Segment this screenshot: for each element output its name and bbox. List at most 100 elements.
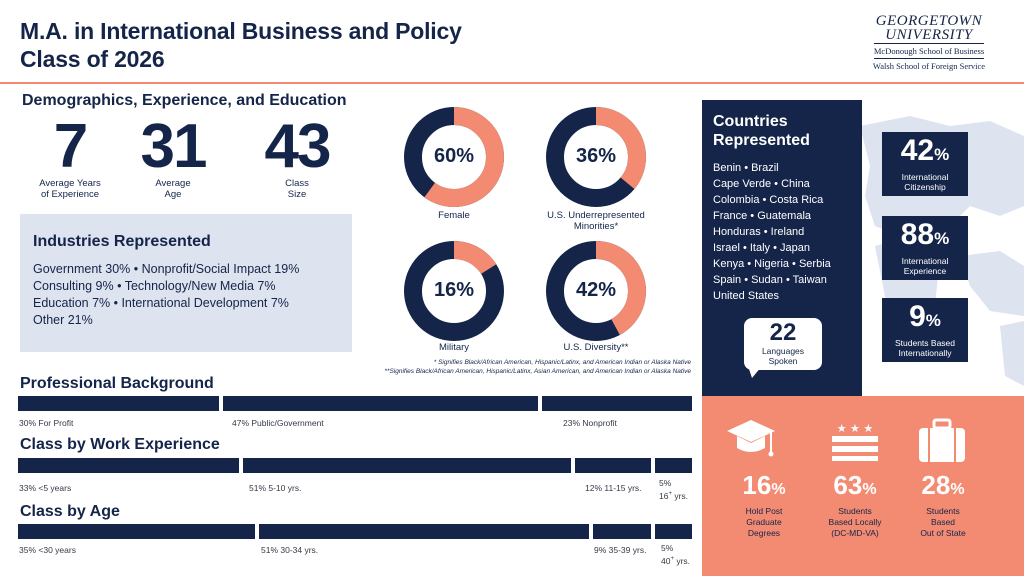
work-experience-title: Class by Work Experience <box>20 436 220 453</box>
page-title-line2: Class of 2026 <box>20 46 165 72</box>
international-citizenship-box: 42% International Citizenship <box>882 132 968 196</box>
coral-label-line: Students <box>838 506 872 516</box>
stat-percent-sign: % <box>925 311 941 330</box>
donut-label-line: U.S. Underrepresented <box>547 210 645 221</box>
stat-number: 28 <box>921 470 951 500</box>
stat-number: 9 <box>909 300 926 333</box>
label-line: 16+ yrs. <box>659 489 688 502</box>
stat-percent-sign: % <box>771 481 786 498</box>
bar-exp-5-10 <box>243 458 571 473</box>
stat-percent-sign: % <box>862 481 877 498</box>
graduation-cap-icon <box>727 420 775 457</box>
bar-exp-11-15 <box>575 458 651 473</box>
georgetown-logo: GEORGETOWN UNIVERSITY McDonough School o… <box>870 14 988 72</box>
coral-label-line: Based Locally <box>828 517 882 527</box>
stat-value: 9% <box>882 300 968 338</box>
stat-label-line: International <box>901 256 949 266</box>
label-exp-11-15: 12% 11-15 yrs. <box>585 483 642 493</box>
label-sup: + <box>670 556 674 562</box>
bar-exp-16-plus <box>655 458 692 473</box>
post-graduate-label: Hold Post Graduate Degrees <box>719 506 809 539</box>
based-locally-label: Students Based Locally (DC-MD-VA) <box>810 506 900 539</box>
diversity-label: U.S. Diversity** <box>563 342 629 353</box>
stat-label-line: of Experience <box>40 189 100 200</box>
donut-segment <box>546 241 646 341</box>
label-nonprofit: 23% Nonprofit <box>563 418 617 428</box>
logo-rule <box>874 58 984 59</box>
label-for-profit: 30% For Profit <box>19 418 74 428</box>
languages-label-line: Spoken <box>768 356 798 366</box>
underrepresented-percent: 36% <box>575 145 617 167</box>
footnote-1: * Signifies Black/African American, Hisp… <box>433 359 691 366</box>
industries-panel <box>20 214 352 352</box>
bar-for-profit <box>18 396 219 411</box>
donut-label-line: Minorities* <box>573 221 619 232</box>
underrepresented-donut-chart <box>546 107 646 207</box>
students-based-internationally-box: 9% Students Based Internationally <box>882 298 968 362</box>
stat-label-line: Students Based <box>894 338 955 348</box>
female-label: Female <box>438 210 470 221</box>
international-experience-box: 88% International Experience <box>882 216 968 280</box>
logo-line1: GEORGETOWN <box>875 13 983 29</box>
coral-label-line: Hold Post <box>745 506 783 516</box>
stat-value: 88% <box>882 218 968 256</box>
label-exp-5-10: 51% 5-10 yrs. <box>249 483 302 493</box>
stat-value: 42% <box>882 134 968 172</box>
military-label: Military <box>438 342 470 353</box>
stat-number: 63 <box>833 470 863 500</box>
logo-rule <box>874 43 984 44</box>
bar-age-35-39 <box>593 524 651 539</box>
country-line: Colombia • Costa Rica <box>713 194 824 206</box>
bar-age-30-34 <box>259 524 589 539</box>
female-percent: 60% <box>433 145 475 167</box>
label-line: 40+ yrs. <box>661 554 690 567</box>
class-size-label: Class Size <box>250 178 344 200</box>
stat-number: 16 <box>742 470 772 500</box>
page-title-line1: M.A. in International Business and Polic… <box>20 18 462 44</box>
years-experience-label: Average Years of Experience <box>30 178 110 200</box>
header-divider <box>0 82 1024 84</box>
label-line: 5% <box>659 478 672 488</box>
age-title: Class by Age <box>20 503 120 520</box>
diversity-donut-chart <box>546 241 646 341</box>
label-age-35-39: 9% 35-39 yrs. <box>594 545 647 555</box>
label-num: 16 <box>659 490 669 501</box>
class-size-value: 43 <box>264 112 332 181</box>
label-age-40-plus: 5% 40+ yrs. <box>661 543 690 567</box>
stat-label-line: Size <box>287 189 307 200</box>
country-line: Kenya • Nigeria • Serbia <box>713 258 831 270</box>
svg-text:★ ★ ★: ★ ★ ★ <box>837 422 874 435</box>
bar-age-40-plus <box>655 524 692 539</box>
industries-line: Education 7% • International Development… <box>33 296 289 310</box>
industries-line: Government 30% • Nonprofit/Social Impact… <box>33 262 300 276</box>
out-of-state-value: 28% <box>898 470 988 501</box>
country-line: Cape Verde • China <box>713 178 810 190</box>
stat-percent-sign: % <box>934 145 950 164</box>
bar-age-under-30 <box>18 524 255 539</box>
professional-background-title: Professional Background <box>20 375 214 392</box>
languages-value: 22 <box>769 319 797 346</box>
diversity-percent: 42% <box>575 279 617 301</box>
label-sup: + <box>668 491 672 497</box>
label-line: 5% <box>661 543 674 553</box>
logo-school1: McDonough School of Business <box>873 46 985 56</box>
coral-label-line: Students <box>926 506 960 516</box>
stat-label-line: Age <box>164 189 182 200</box>
bar-public-government <box>223 396 538 411</box>
countries-title: Countries Represented <box>713 113 810 149</box>
logo-school2: Walsh School of Foreign Service <box>872 61 986 71</box>
country-line: Benin • Brazil <box>713 162 779 174</box>
footnote-2: **Signifies Black/African American, Hisp… <box>384 368 691 375</box>
average-age-label: Average Age <box>128 178 218 200</box>
languages-speech-bubble <box>744 318 822 370</box>
label-public-government: 47% Public/Government <box>232 418 324 428</box>
stat-percent-sign: % <box>950 481 965 498</box>
country-line: Israel • Italy • Japan <box>713 242 810 254</box>
languages-label-line: Languages <box>761 346 805 356</box>
speech-bubble-tail <box>748 366 762 378</box>
coral-label-line: (DC-MD-VA) <box>831 528 879 538</box>
coral-label-line: Degrees <box>747 528 781 538</box>
label-age-under-30: 35% <30 years <box>19 545 76 555</box>
out-of-state-label: Students Based Out of State <box>898 506 988 539</box>
stat-label-line: Average <box>155 178 191 189</box>
